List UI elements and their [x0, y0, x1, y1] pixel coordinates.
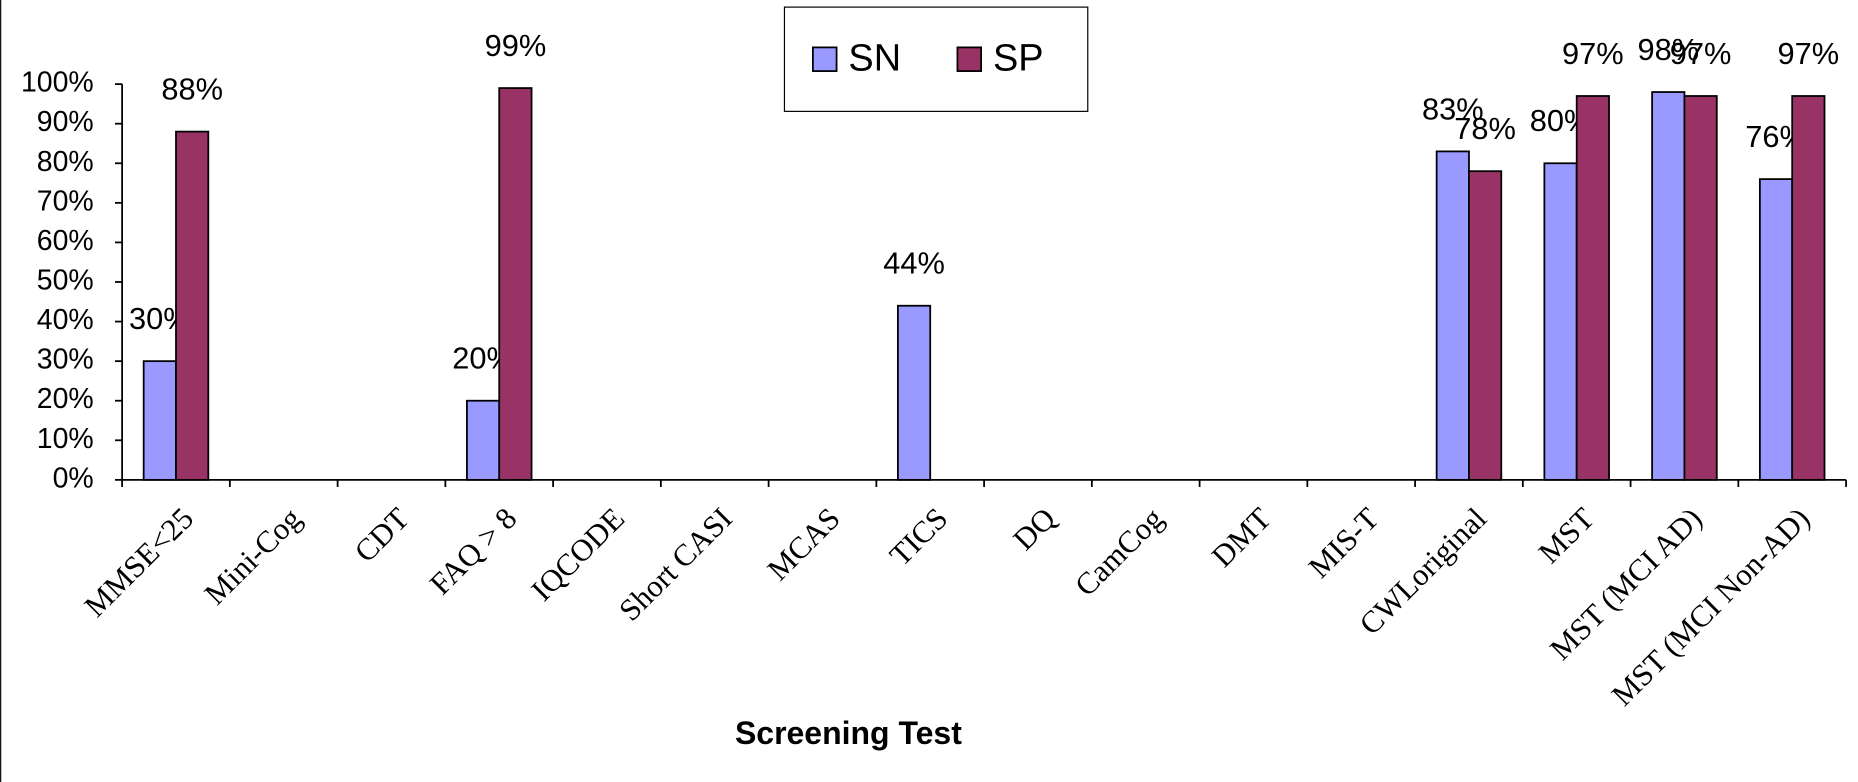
- y-tick-label: 30%: [37, 344, 94, 376]
- x-tick-label: MMSE<25: [78, 501, 200, 623]
- bar: [1791, 95, 1826, 481]
- y-tick-label: 0%: [53, 462, 94, 494]
- x-tick-label: FAQ > 8: [423, 501, 523, 601]
- y-tick-label: 10%: [37, 423, 94, 455]
- bar: [1651, 91, 1686, 481]
- data-label: 98%: [1637, 32, 1699, 67]
- legend-label: SP: [993, 37, 1044, 79]
- bar: [1683, 95, 1718, 481]
- data-label: 78%: [1454, 111, 1516, 146]
- y-tick-label: 70%: [37, 185, 94, 217]
- x-tick-label: MST (MCI Non-AD): [1605, 501, 1816, 712]
- bar: [1435, 150, 1470, 481]
- x-tick-label: MST: [1532, 501, 1601, 570]
- data-label: 88%: [161, 71, 223, 106]
- legend-swatch: [956, 46, 983, 72]
- bar: [1543, 162, 1578, 481]
- bar: [1758, 178, 1794, 481]
- x-tick-label: IQCODE: [525, 501, 631, 607]
- legend-label: SN: [848, 37, 901, 79]
- x-tick-label: Short CASI: [613, 501, 739, 627]
- x-tick-label: DMT: [1205, 501, 1278, 574]
- bar: [1468, 170, 1503, 481]
- data-label: 97%: [1562, 36, 1624, 71]
- bar: [498, 87, 533, 481]
- x-tick-label: DQ: [1007, 501, 1062, 556]
- y-tick-label: 50%: [37, 265, 94, 297]
- y-tick-label: 40%: [37, 304, 94, 336]
- y-tick-label: 20%: [37, 383, 94, 415]
- data-label: 44%: [883, 246, 945, 281]
- y-tick-label: 100%: [21, 67, 94, 99]
- bar: [897, 304, 932, 481]
- bar: [466, 399, 501, 481]
- x-tick-label: Mini-Cog: [198, 501, 308, 611]
- y-tick-label: 90%: [37, 106, 94, 138]
- bar: [1575, 95, 1610, 481]
- x-tick-label: TICS: [883, 501, 954, 572]
- data-label: 97%: [1670, 36, 1732, 71]
- x-tick-label: MCAS: [761, 501, 847, 587]
- data-label: 97%: [1778, 36, 1840, 71]
- data-label: 99%: [485, 28, 547, 63]
- x-tick-label: CDT: [348, 501, 416, 569]
- x-tick-label: CamCog: [1068, 501, 1169, 602]
- x-tick-label: MIS-T: [1302, 501, 1385, 584]
- bar: [142, 360, 177, 481]
- data-label: 83%: [1422, 91, 1484, 126]
- bar: [175, 130, 210, 481]
- y-tick-label: 60%: [37, 225, 94, 257]
- y-tick-label: 80%: [37, 146, 94, 178]
- legend-swatch: [811, 46, 838, 72]
- x-axis-title: Screening Test: [735, 715, 962, 751]
